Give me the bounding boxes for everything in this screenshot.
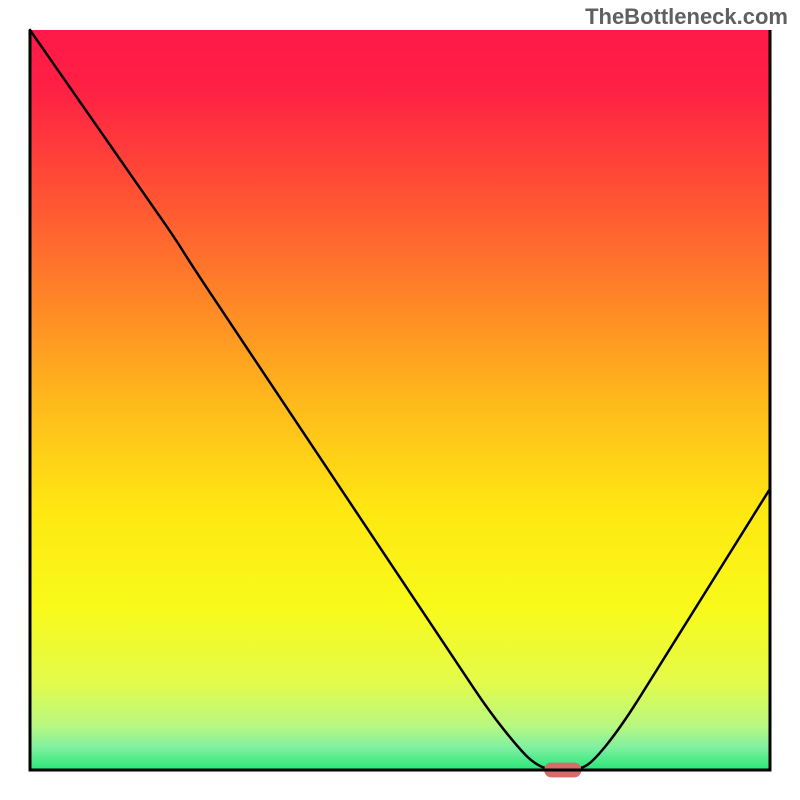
watermark-text: TheBottleneck.com — [585, 4, 788, 30]
gradient-background — [30, 30, 770, 770]
chart-container: TheBottleneck.com — [0, 0, 800, 800]
bottleneck-chart — [0, 0, 800, 800]
